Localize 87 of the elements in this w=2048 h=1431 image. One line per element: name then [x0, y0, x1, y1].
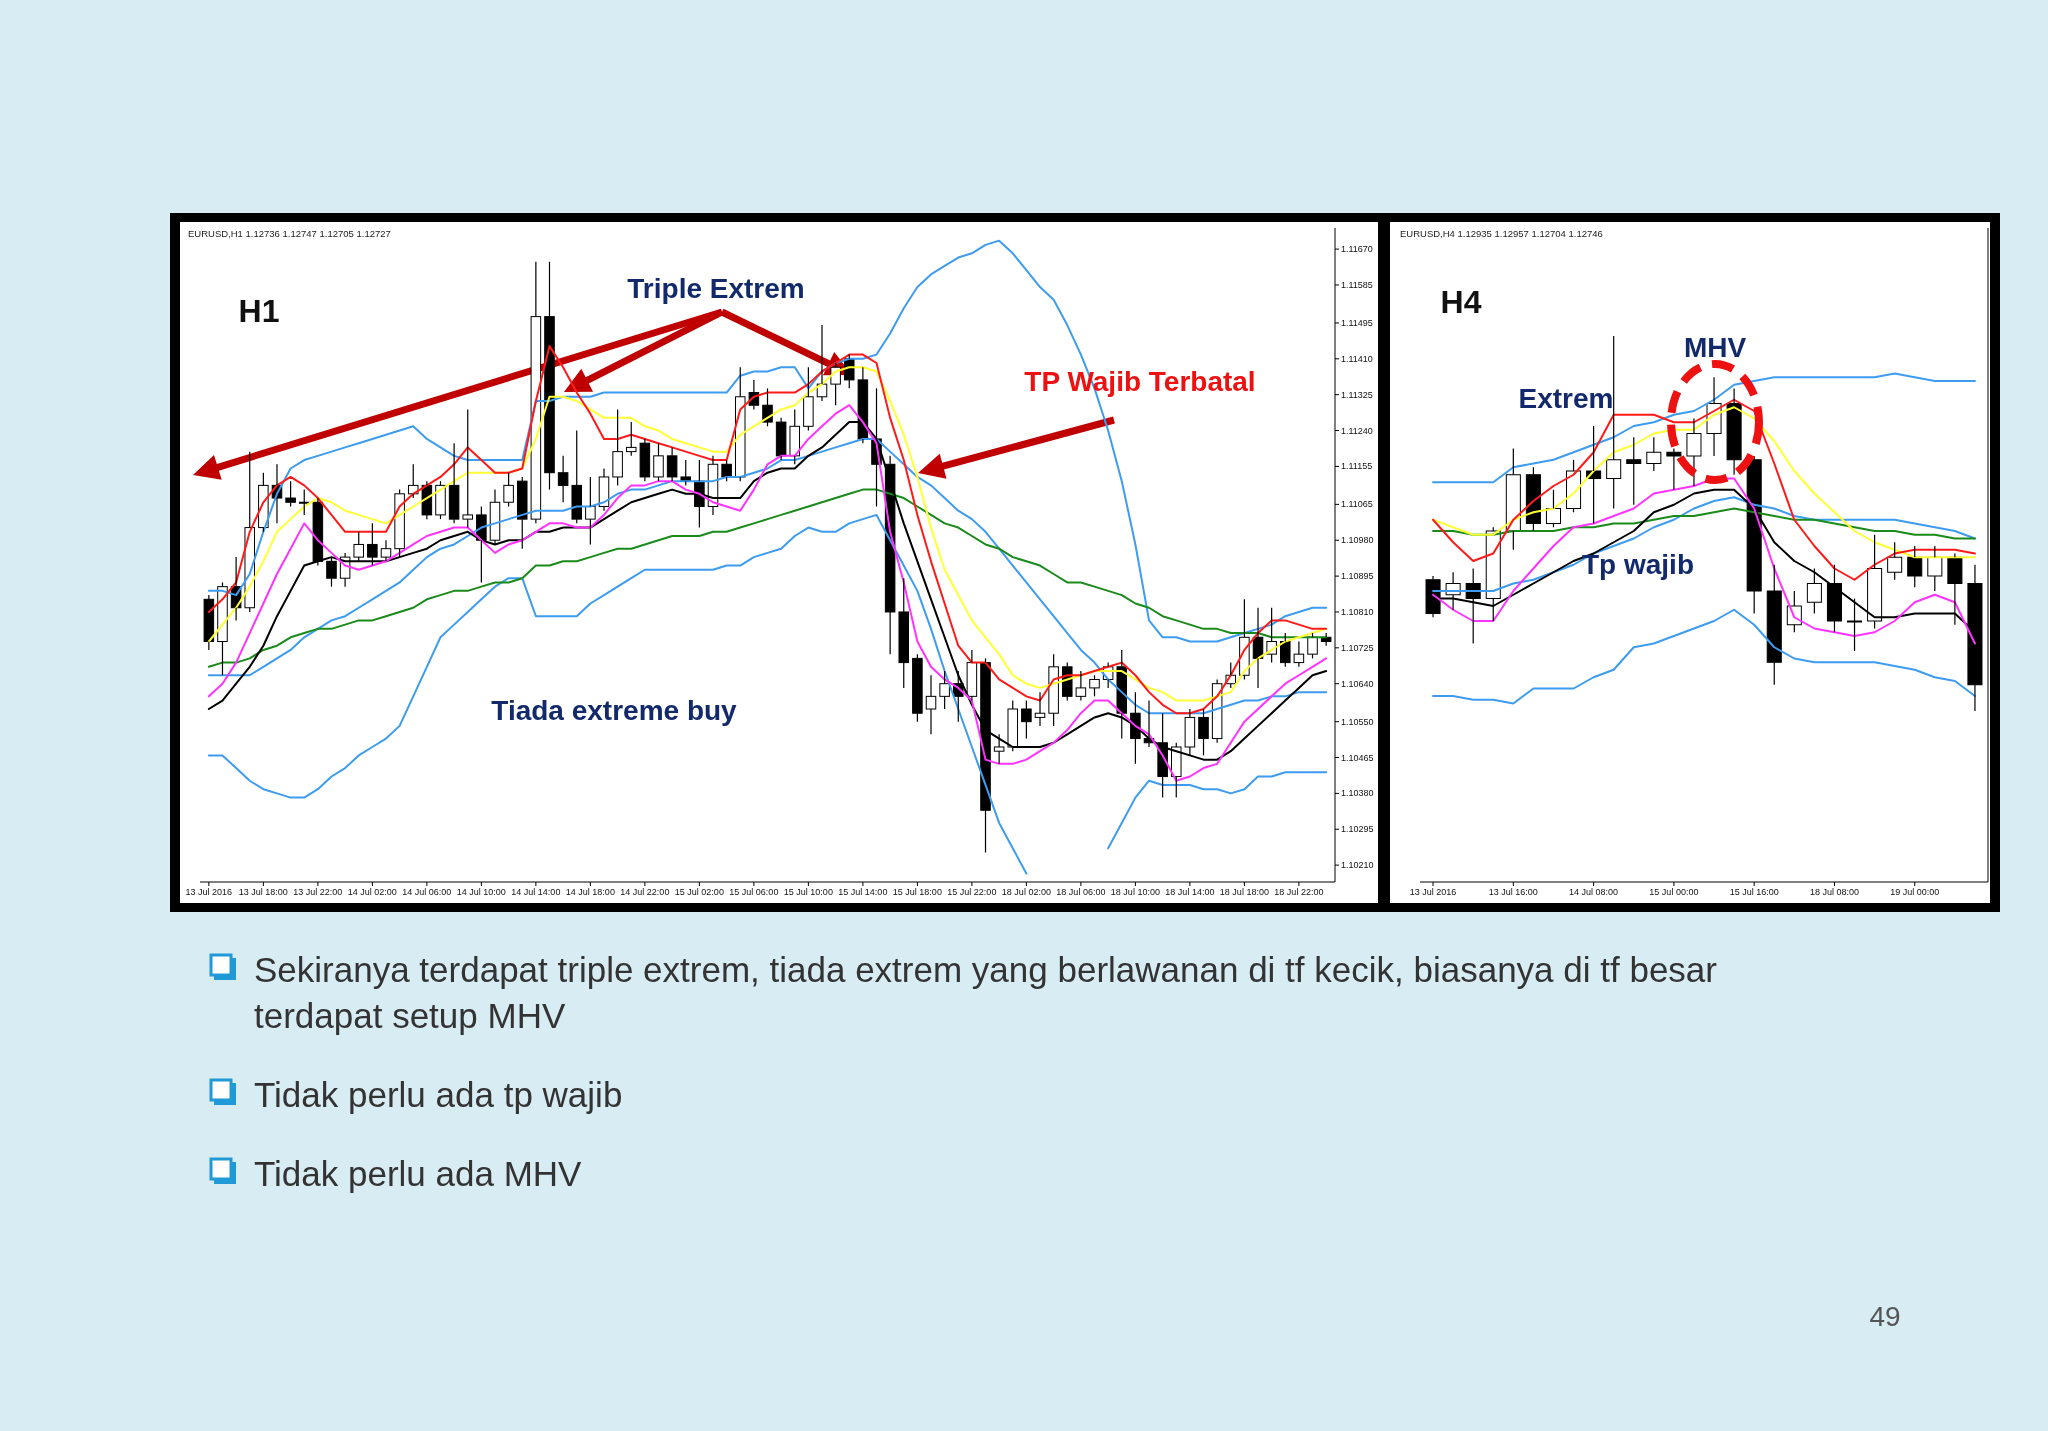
candlestick [898, 577, 910, 689]
y-tick-label: 1.11410 [1341, 353, 1373, 364]
chart-title: EURUSD,H1 1.12736 1.12747 1.12705 1.12727 [188, 228, 391, 239]
annotation: MHV [1683, 332, 1747, 363]
annotation: Tp wajib [1582, 549, 1694, 580]
x-tick-label: 18 Jul 14:00 [1165, 887, 1215, 897]
text: 49 [1869, 1301, 1901, 1332]
candlestick [1686, 417, 1702, 487]
y-tick-label: 1.10295 [1341, 824, 1374, 835]
text: Tidak perlu ada MHV [254, 1154, 583, 1193]
y-tick-label: 1.10465 [1341, 752, 1374, 763]
candlestick [1666, 447, 1682, 491]
x-tick-label: 13 Jul 16:00 [1488, 887, 1538, 897]
candlestick [585, 476, 596, 546]
x-tick-label: 14 Jul 10:00 [456, 887, 506, 897]
x-tick-label: 18 Jul 06:00 [1056, 887, 1106, 897]
y-tick-label: 1.10725 [1341, 642, 1374, 653]
y-tick-label: 1.10895 [1341, 571, 1374, 582]
candlestick [462, 408, 474, 529]
y-tick-label: 1.11065 [1341, 499, 1373, 510]
candlestick [925, 674, 937, 735]
text: H4 [1440, 284, 1482, 320]
x-tick-label: 15 Jul 18:00 [892, 887, 942, 897]
x-tick-label: 13 Jul 2016 [1409, 887, 1457, 897]
candlestick [884, 455, 896, 655]
y-tick-label: 1.10980 [1341, 535, 1374, 546]
candlestick [775, 417, 787, 461]
candlestick [803, 366, 814, 432]
x-tick-label: 18 Jul 02:00 [1001, 887, 1051, 897]
candlestick [1293, 640, 1305, 668]
annotation: Triple Extrem [627, 273, 805, 304]
candlestick [380, 539, 392, 562]
x-tick-label: 14 Jul 06:00 [402, 887, 452, 897]
x-tick-label: 18 Jul 18:00 [1219, 887, 1269, 897]
chart-title: EURUSD,H4 1.12935 1.12957 1.12704 1.12746 [1400, 228, 1603, 239]
y-tick-label: 1.11585 [1341, 279, 1373, 290]
candlestick [448, 442, 460, 524]
x-tick-label: 18 Jul 22:00 [1274, 887, 1324, 897]
candlestick [639, 438, 651, 482]
candlestick [1766, 564, 1782, 686]
x-tick-label: 13 Jul 2016 [185, 887, 233, 897]
candlestick [666, 446, 678, 482]
candlestick [1726, 387, 1742, 476]
x-tick-label: 14 Jul 02:00 [347, 887, 397, 897]
candlestick [203, 594, 215, 651]
y-tick-label: 1.10640 [1341, 678, 1374, 689]
y-tick-label: 1.11670 [1341, 244, 1373, 255]
x-tick-label: 14 Jul 08:00 [1569, 887, 1619, 897]
x-tick-label: 13 Jul 22:00 [293, 887, 343, 897]
candlestick [367, 522, 378, 567]
x-tick-label: 15 Jul 22:00 [947, 887, 997, 897]
candlestick [312, 497, 324, 567]
y-tick-label: 1.10550 [1341, 716, 1374, 727]
y-tick-label: 1.11240 [1341, 425, 1373, 436]
line-series [207, 239, 1328, 643]
y-tick-label: 1.10210 [1341, 860, 1374, 871]
y-tick-label: 1.11155 [1341, 461, 1373, 472]
annotation: Tiada extreme buy [491, 695, 738, 726]
x-tick-label: 15 Jul 14:00 [838, 887, 888, 897]
annotation: H1 [238, 293, 280, 329]
candlestick [966, 649, 978, 702]
candlestick [489, 489, 501, 546]
candlestick [1947, 552, 1963, 626]
text: Tidak perlu ada tp wajib [254, 1075, 623, 1114]
y-tick-label: 1.11325 [1341, 389, 1373, 400]
x-tick-label: 15 Jul 10:00 [783, 887, 833, 897]
candlestick [1626, 436, 1642, 506]
y-tick-label: 1.10810 [1341, 606, 1374, 617]
y-tick-label: 1.11495 [1341, 317, 1373, 328]
x-tick-label: 18 Jul 08:00 [1809, 887, 1859, 897]
x-tick-label: 15 Jul 16:00 [1729, 887, 1779, 897]
x-tick-label: 18 Jul 10:00 [1110, 887, 1160, 897]
x-tick-label: 14 Jul 14:00 [511, 887, 561, 897]
x-tick-label: 15 Jul 06:00 [729, 887, 779, 897]
candlestick [557, 455, 569, 503]
x-tick-label: 15 Jul 02:00 [674, 887, 724, 897]
x-tick-label: 14 Jul 18:00 [565, 887, 615, 897]
candlestick [1184, 708, 1196, 757]
candlestick [1075, 670, 1087, 702]
x-tick-label: 19 Jul 00:00 [1890, 887, 1940, 897]
candlestick [1505, 447, 1521, 551]
x-tick-label: 13 Jul 18:00 [238, 887, 288, 897]
x-tick-label: 14 Jul 22:00 [620, 887, 670, 897]
y-tick-label: 1.10380 [1341, 788, 1374, 799]
x-tick-label: 15 Jul 00:00 [1649, 887, 1699, 897]
text: Sekiranya terdapat triple extrem, tiada extrem yang berlawanan di tf kecik, biasanya di tf besar terdapat setup MHV [254, 950, 1718, 1035]
annotation: Extrem [1518, 383, 1614, 414]
